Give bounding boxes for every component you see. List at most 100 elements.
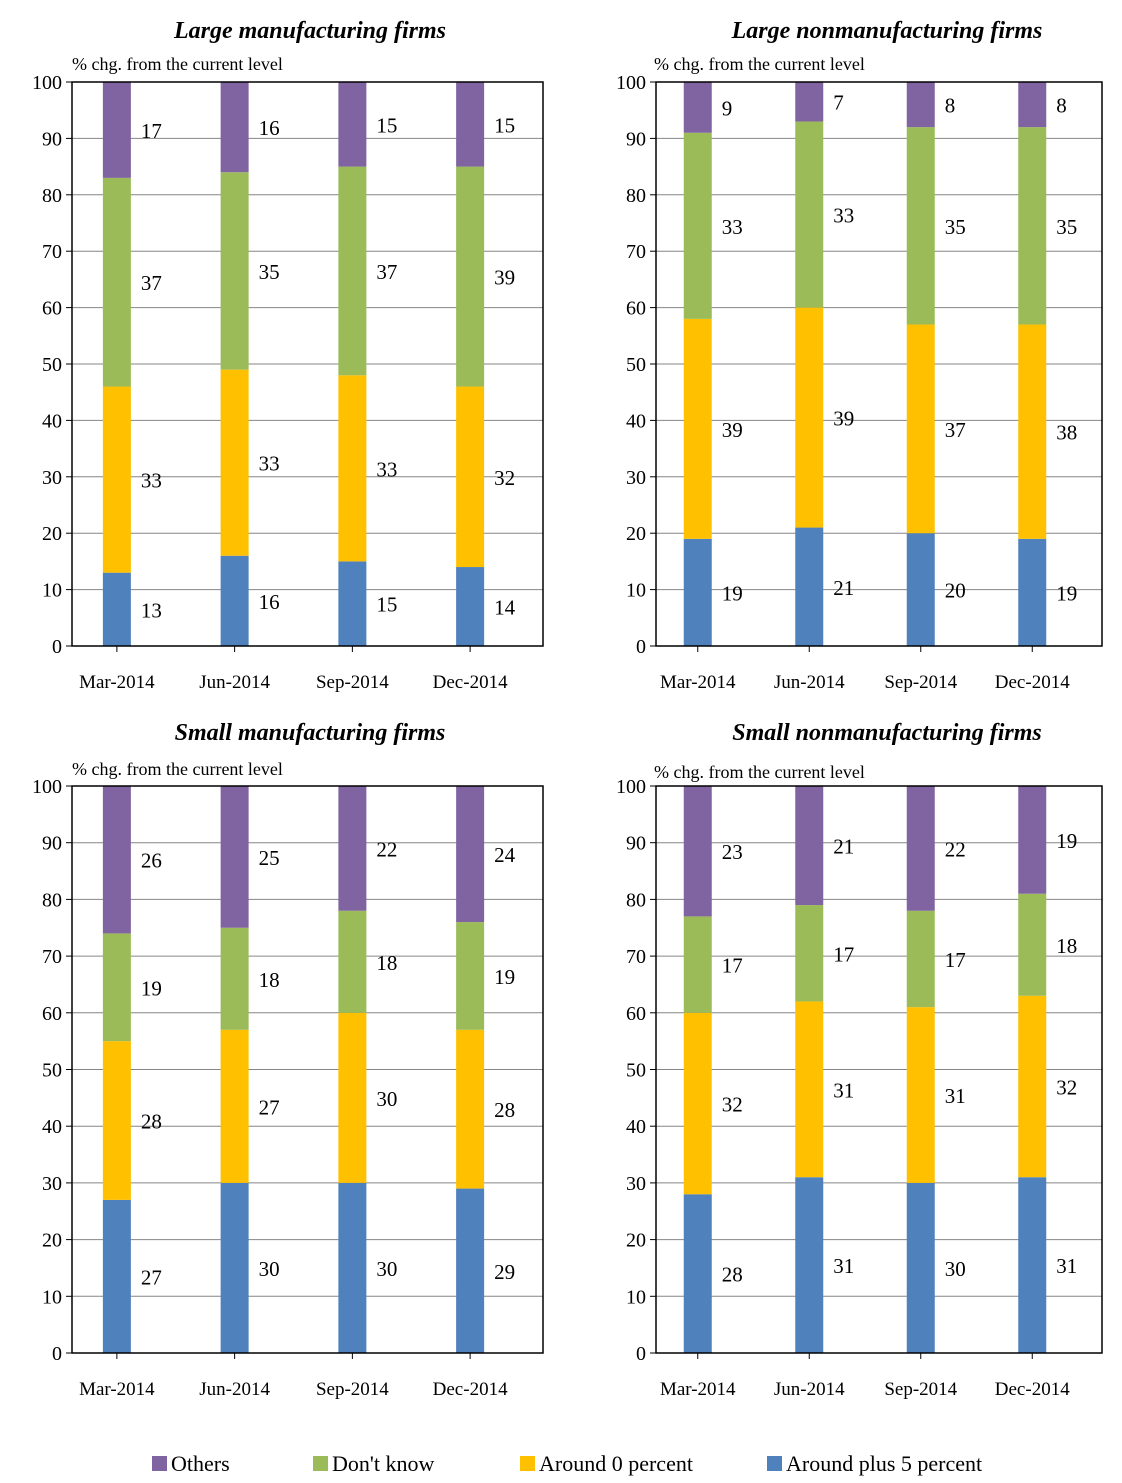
- x-tick-label: Dec-2014: [995, 1379, 1070, 1400]
- bar-segment-others: [102, 82, 131, 178]
- y-tick-label: 100: [616, 776, 646, 798]
- bar-segment-others: [456, 786, 485, 923]
- bar-segment-around-0-percent: [338, 1012, 367, 1183]
- bar-segment-around-plus-5-percent: [220, 555, 249, 646]
- y-tick-label: 80: [42, 185, 62, 207]
- x-tick-label: Sep-2014: [316, 1379, 389, 1400]
- data-label: 7: [833, 91, 844, 115]
- y-tick-label: 0: [52, 636, 62, 658]
- data-label: 28: [141, 1110, 162, 1134]
- y-axis-label: % chg. from the current level: [72, 54, 283, 74]
- y-tick-label: 60: [626, 298, 646, 320]
- bar-segment-around-plus-5-percent: [906, 533, 935, 646]
- bar-segment-don-t-know: [683, 132, 712, 319]
- y-tick-label: 10: [626, 580, 646, 602]
- bar-segment-around-plus-5-percent: [220, 1182, 249, 1353]
- data-label: 32: [494, 466, 515, 490]
- y-tick-label: 40: [42, 410, 62, 432]
- legend-label: Around 0 percent: [539, 1451, 693, 1476]
- data-label: 16: [259, 116, 280, 140]
- data-label: 27: [141, 1265, 162, 1289]
- bar-segment-don-t-know: [795, 121, 824, 308]
- y-tick-label: 80: [42, 889, 62, 911]
- data-label: 27: [259, 1095, 280, 1119]
- chart-title: Large nonmanufacturing firms: [731, 18, 1043, 44]
- x-tick-label: Sep-2014: [884, 672, 957, 693]
- x-tick-label: Jun-2014: [199, 672, 270, 693]
- data-label: 38: [1056, 421, 1077, 445]
- bar-segment-around-plus-5-percent: [906, 1182, 935, 1353]
- data-label: 32: [1056, 1076, 1077, 1100]
- data-label: 17: [722, 954, 743, 978]
- y-tick-label: 80: [626, 185, 646, 207]
- bar-segment-others: [220, 786, 249, 928]
- data-label: 16: [259, 590, 280, 614]
- legend-swatch: [152, 1456, 167, 1471]
- data-label: 30: [376, 1087, 397, 1111]
- y-tick-label: 70: [626, 946, 646, 968]
- y-tick-label: 70: [42, 946, 62, 968]
- bar-segment-around-plus-5-percent: [456, 1188, 485, 1353]
- y-tick-label: 50: [626, 354, 646, 376]
- y-tick-label: 0: [636, 636, 646, 658]
- x-tick-label: Jun-2014: [199, 1379, 270, 1400]
- data-label: 17: [945, 948, 966, 972]
- y-tick-label: 40: [626, 410, 646, 432]
- x-tick-label: Dec-2014: [433, 1379, 508, 1400]
- y-tick-label: 80: [626, 889, 646, 911]
- data-label: 37: [141, 271, 162, 295]
- bar-segment-around-0-percent: [906, 324, 935, 534]
- legend-swatch: [767, 1456, 782, 1471]
- bar-segment-around-0-percent: [338, 375, 367, 562]
- bar-segment-around-plus-5-percent: [795, 527, 824, 646]
- bar-segment-others: [102, 786, 131, 934]
- data-label: 35: [259, 260, 280, 284]
- bar-segment-don-t-know: [220, 172, 249, 370]
- plot-frame: [71, 81, 544, 647]
- chart-panel-large-manufacturing-firms: Large manufacturing firms % chg. from the…: [32, 18, 544, 693]
- bar-segment-others: [683, 786, 712, 917]
- chart-title: Small nonmanufacturing firms: [732, 720, 1041, 746]
- legend-label: Others: [171, 1451, 230, 1476]
- x-tick-label: Dec-2014: [995, 672, 1070, 693]
- y-tick-label: 30: [626, 1173, 646, 1195]
- x-tick-label: Mar-2014: [79, 672, 155, 693]
- data-label: 35: [1056, 215, 1077, 239]
- bar-segment-around-0-percent: [906, 1007, 935, 1183]
- data-label: 33: [376, 457, 397, 481]
- data-label: 8: [1056, 94, 1067, 118]
- data-label: 31: [945, 1084, 966, 1108]
- bar-segment-others: [906, 82, 935, 128]
- bar-segment-around-plus-5-percent: [102, 572, 131, 646]
- plot-frame: [655, 785, 1103, 1354]
- chart-panel-small-manufacturing-firms: Small manufacturing firms % chg. from the…: [32, 720, 544, 1400]
- y-tick-label: 30: [42, 467, 62, 489]
- data-label: 18: [1056, 934, 1077, 958]
- data-label: 29: [494, 1260, 515, 1284]
- data-label: 15: [376, 593, 397, 617]
- data-label: 15: [376, 113, 397, 137]
- bar-segment-don-t-know: [456, 166, 485, 387]
- data-label: 21: [833, 835, 854, 859]
- data-label: 28: [722, 1263, 743, 1287]
- data-label: 33: [141, 469, 162, 493]
- data-label: 9: [722, 96, 733, 120]
- bar-segment-don-t-know: [456, 922, 485, 1030]
- data-label: 31: [833, 1254, 854, 1278]
- y-tick-label: 20: [42, 523, 62, 545]
- data-label: 19: [722, 581, 743, 605]
- y-tick-label: 20: [626, 523, 646, 545]
- x-tick-label: Mar-2014: [660, 1379, 736, 1400]
- data-label: 19: [1056, 829, 1077, 853]
- data-label: 14: [494, 596, 516, 620]
- data-label: 18: [376, 951, 397, 975]
- bar-segment-around-plus-5-percent: [795, 1177, 824, 1353]
- y-tick-label: 100: [32, 72, 62, 94]
- y-tick-label: 20: [42, 1230, 62, 1252]
- data-label: 39: [494, 266, 515, 290]
- data-label: 23: [722, 840, 743, 864]
- legend: Others Don't know Around 0 percent Around p…: [152, 1451, 982, 1476]
- y-tick-label: 10: [42, 580, 62, 602]
- y-tick-label: 0: [636, 1343, 646, 1365]
- y-axis-label: % chg. from the current level: [72, 759, 283, 779]
